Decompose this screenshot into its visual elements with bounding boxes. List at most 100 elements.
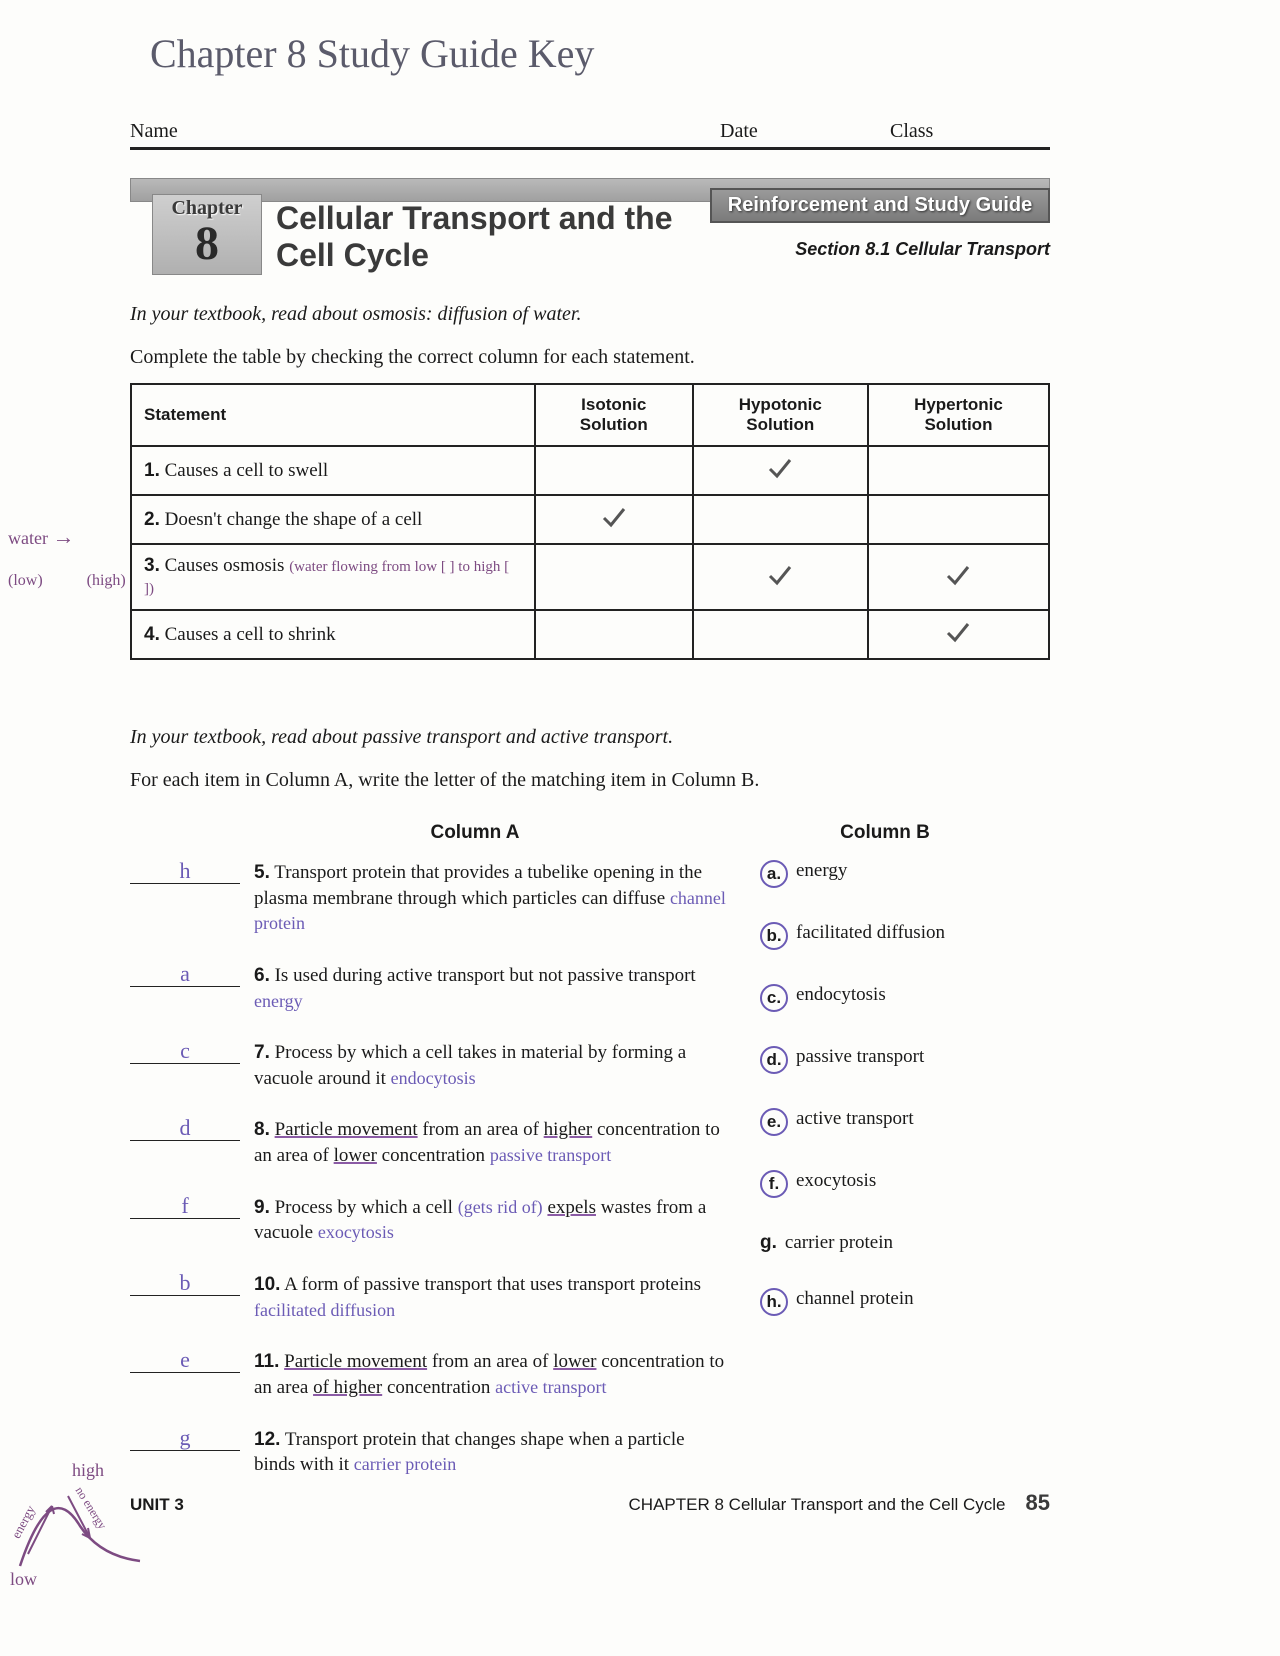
checkmark-icon [767,457,793,479]
name-label: Name [130,120,710,143]
answer-blank: g [130,1427,240,1451]
circled-letter: a. [760,860,788,888]
checkmark-icon [945,621,971,643]
high-label: high [72,1460,104,1481]
option-text: exocytosis [796,1170,876,1192]
match-row: g 12. Transport protein that changes shap… [130,1427,730,1478]
th-statement: Statement [131,384,535,446]
high-label: (high) [87,572,126,590]
circled-letter: f. [760,1170,788,1198]
col-a-label: Column A [130,822,720,844]
col-b-item: a.energy [760,860,1050,888]
circled-letter: d. [760,1046,788,1074]
question-text: 5. Transport protein that provides a tub… [254,860,730,937]
section-label: Section 8.1 Cellular Transport [710,223,1050,260]
circled-letter: c. [760,984,788,1012]
chapter-title: Cellular Transport and the Cell Cycle [276,194,696,274]
option-text: facilitated diffusion [796,922,945,944]
check-cell [868,544,1049,610]
match-row: d 8. Particle movement from an area of hi… [130,1117,730,1168]
date-label: Date [720,120,880,143]
column-a: h 5. Transport protein that provides a tu… [130,860,730,1504]
table-row: 1. Causes a cell to swell [131,446,1049,495]
option-text: endocytosis [796,984,886,1006]
water-label: water [8,528,48,548]
check-cell [868,495,1049,544]
class-label: Class [890,120,1050,143]
col-b-item: h.channel protein [760,1288,1050,1316]
answer-blank: a [130,963,240,987]
question-text: 6. Is used during active transport but n… [254,963,730,1014]
circled-letter: h. [760,1288,788,1316]
col-b-item: c. endocytosis [760,984,1050,1012]
circled-letter: b. [760,922,788,950]
page-footer: UNIT 3 CHAPTER 8 Cellular Transport and … [130,1490,1050,1516]
question-text: 9. Process by which a cell (gets rid of)… [254,1195,730,1246]
chapter-badge: Chapter 8 [152,194,262,275]
worksheet-page: Name Date Class Chapter 8 Cellular Trans… [130,20,1050,1504]
col-b-item: f. exocytosis [760,1170,1050,1198]
water-annotation: water → (low) (high) [8,524,138,590]
answer-blank: h [130,860,240,884]
answer-blank: c [130,1040,240,1064]
col-b-item: e.active transport [760,1108,1050,1136]
header-row: Name Date Class [130,110,1050,150]
footer-chapter: CHAPTER 8 Cellular Transport and the Cel… [629,1495,1006,1515]
answer-blank: d [130,1117,240,1141]
table-row: 4. Causes a cell to shrink [131,610,1049,659]
osmosis-table: Statement Isotonic Solution Hypotonic So… [130,383,1050,660]
question-text: 8. Particle movement from an area of hig… [254,1117,730,1168]
statement-cell: 3. Causes osmosis (water flowing from lo… [131,544,535,610]
check-cell [693,446,868,495]
check-cell [535,544,693,610]
checkmark-icon [945,564,971,586]
osmosis-instruction: Complete the table by checking the corre… [130,346,1050,369]
col-b-item: b. facilitated diffusion [760,922,1050,950]
answer-blank: b [130,1272,240,1296]
table-row: 2. Doesn't change the shape of a cell [131,495,1049,544]
th-hypertonic: Hypertonic Solution [868,384,1049,446]
answer-blank: f [130,1195,240,1219]
match-row: e 11. Particle movement from an area of l… [130,1349,730,1400]
table-row: 3. Causes osmosis (water flowing from lo… [131,544,1049,610]
column-b: a.energy b. facilitated diffusion c. endocyt… [760,860,1050,1504]
question-text: 11. Particle movement from an area of lo… [254,1349,730,1400]
match-row: b 10. A form of passive transport that us… [130,1272,730,1323]
answer-blank: e [130,1349,240,1373]
match-row: a 6. Is used during active transport but … [130,963,730,1014]
question-text: 7. Process by which a cell takes in mate… [254,1040,730,1091]
question-text: 12. Transport protein that changes shape… [254,1427,730,1478]
option-text: passive transport [796,1046,924,1068]
check-cell [693,610,868,659]
reinforcement-box: Reinforcement and Study Guide [710,188,1050,223]
chapter-header: Chapter 8 Cellular Transport and the Cel… [130,194,1050,275]
col-b-label: Column B [720,822,1050,844]
arrow-icon: → [52,524,74,549]
check-cell [535,610,693,659]
match-row: c 7. Process by which a cell takes in mat… [130,1040,730,1091]
check-cell [535,495,693,544]
table-header-row: Statement Isotonic Solution Hypotonic So… [131,384,1049,446]
statement-cell: 4. Causes a cell to shrink [131,610,535,659]
check-cell [535,446,693,495]
check-cell [868,446,1049,495]
letter: g. [760,1232,777,1254]
checkmark-icon [767,564,793,586]
option-text: carrier protein [785,1232,893,1254]
statement-cell: 2. Doesn't change the shape of a cell [131,495,535,544]
osmosis-intro: In your textbook, read about osmosis: di… [130,303,1050,326]
question-text: 10. A form of passive transport that use… [254,1272,730,1323]
match-row: h 5. Transport protein that provides a tu… [130,860,730,937]
th-isotonic: Isotonic Solution [535,384,693,446]
matching-section: In your textbook, read about passive tra… [130,726,1050,1504]
col-b-item: d. passive transport [760,1046,1050,1074]
check-cell [693,495,868,544]
check-cell [693,544,868,610]
statement-cell: 1. Causes a cell to swell [131,446,535,495]
th-hypotonic: Hypotonic Solution [693,384,868,446]
checkmark-icon [601,506,627,528]
match-row: f 9. Process by which a cell (gets rid of… [130,1195,730,1246]
check-cell [868,610,1049,659]
page-number: 85 [1026,1490,1050,1516]
option-text: active transport [796,1108,914,1130]
